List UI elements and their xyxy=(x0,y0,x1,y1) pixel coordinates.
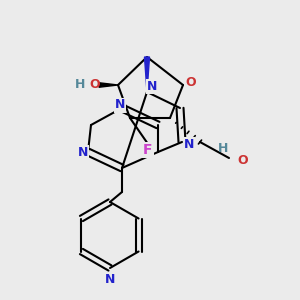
Text: O: O xyxy=(186,76,196,89)
Text: N: N xyxy=(78,146,88,158)
Text: O: O xyxy=(89,79,100,92)
Text: N: N xyxy=(105,273,115,286)
Text: H: H xyxy=(218,142,228,154)
Text: N: N xyxy=(184,137,194,151)
Text: O: O xyxy=(237,154,247,166)
Polygon shape xyxy=(145,57,149,92)
Text: H: H xyxy=(75,79,85,92)
Text: F: F xyxy=(143,143,153,157)
Polygon shape xyxy=(99,83,118,87)
Text: N: N xyxy=(115,98,125,112)
Text: N: N xyxy=(147,80,157,92)
